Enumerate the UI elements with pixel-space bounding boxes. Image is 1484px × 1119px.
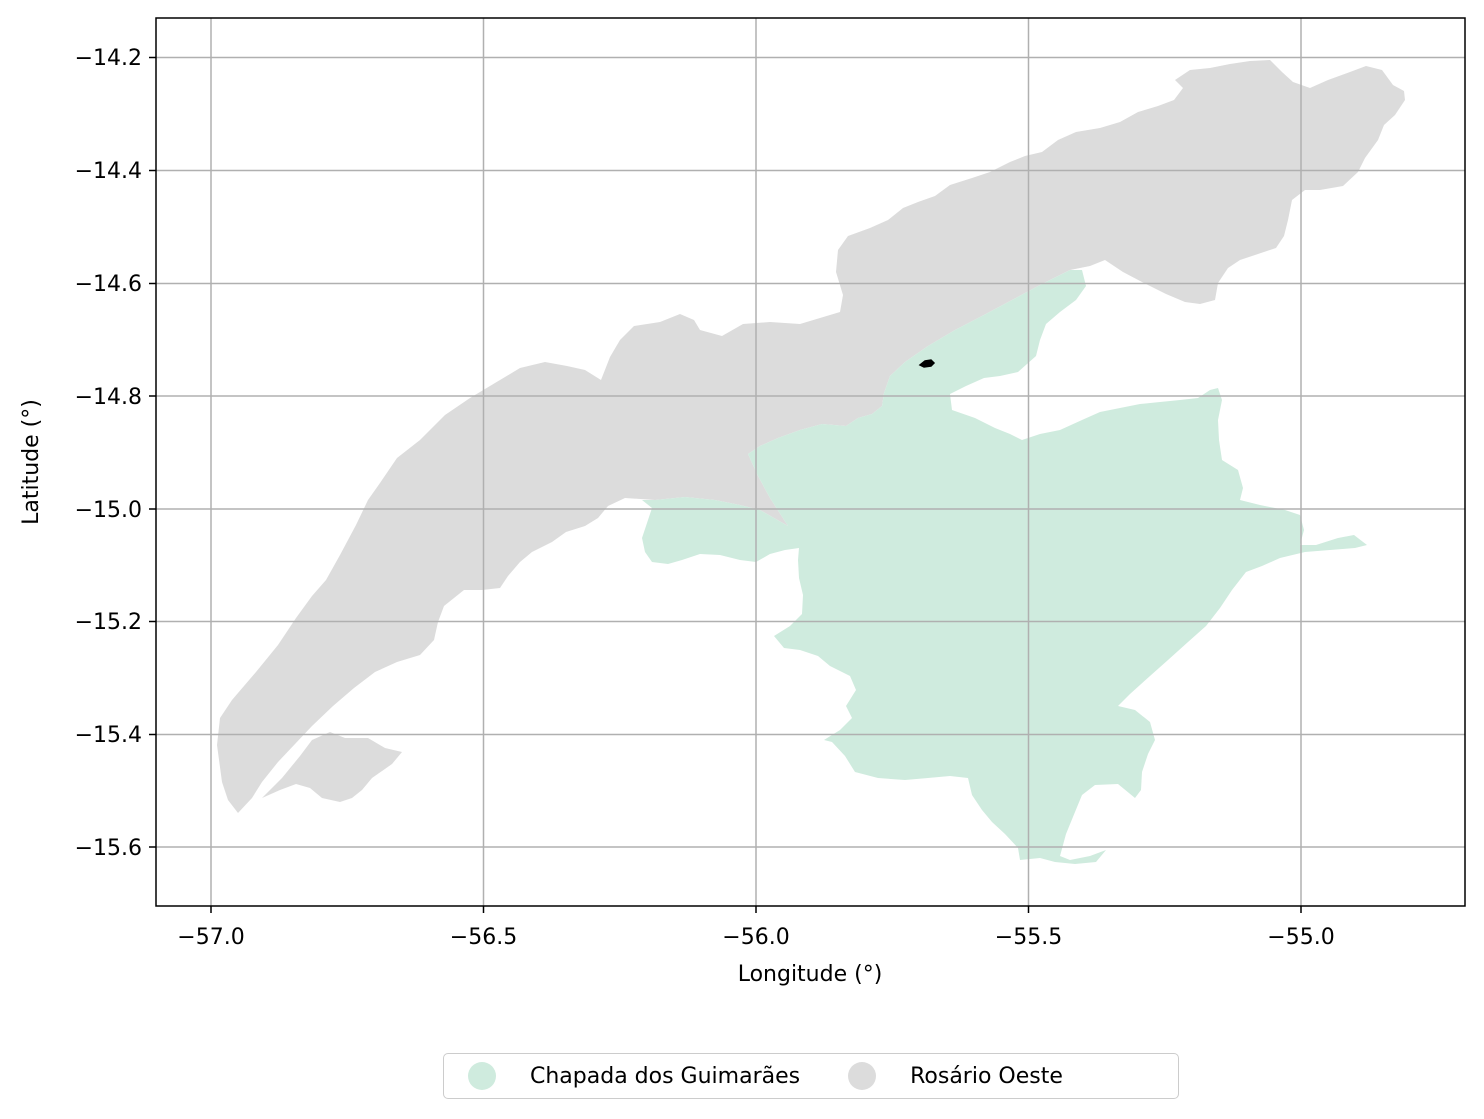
x-tick-label: −55.5	[995, 925, 1062, 950]
x-tick-label: −56.0	[722, 925, 789, 950]
y-tick-label: −14.8	[75, 385, 142, 410]
x-tick-label: −56.5	[450, 925, 517, 950]
legend-item-chapada: Chapada dos Guimarães	[468, 1062, 800, 1090]
legend-label: Chapada dos Guimarães	[530, 1063, 801, 1089]
x-tick-labels: −57.0 −56.5 −56.0 −55.5 −55.0	[177, 925, 1334, 950]
y-tick-label: −14.2	[75, 46, 142, 71]
grid	[156, 18, 1465, 906]
rosario-oeste-island	[262, 732, 402, 802]
y-tick-label: −15.6	[75, 836, 142, 861]
legend: Chapada dos Guimarães Rosário Oeste	[443, 1053, 1179, 1099]
y-tick-label: −14.6	[75, 272, 142, 297]
plot-area	[217, 60, 1405, 864]
tick-marks	[149, 56, 1302, 913]
legend-label: Rosário Oeste	[910, 1063, 1063, 1089]
y-tick-label: −15.0	[75, 498, 142, 523]
legend-swatch-chapada	[468, 1062, 496, 1090]
y-tick-label: −15.2	[75, 610, 142, 635]
y-axis-title: Latitude (°)	[19, 399, 44, 525]
legend-item-rosario: Rosário Oeste	[848, 1062, 1063, 1090]
chapada-dos-guimaraes-region	[642, 270, 1367, 864]
x-axis-title: Longitude (°)	[738, 962, 883, 987]
legend-swatch-rosario	[848, 1062, 877, 1090]
y-tick-label: −15.4	[75, 723, 142, 748]
y-tick-label: −14.4	[75, 159, 142, 184]
x-tick-label: −57.0	[177, 925, 244, 950]
rosario-oeste-region	[217, 60, 1405, 813]
y-tick-labels: −14.2 −14.4 −14.6 −14.8 −15.0 −15.2 −15.…	[75, 46, 142, 861]
plot-frame	[155, 17, 1466, 907]
point-marker	[918, 359, 936, 368]
x-tick-label: −55.0	[1267, 925, 1334, 950]
